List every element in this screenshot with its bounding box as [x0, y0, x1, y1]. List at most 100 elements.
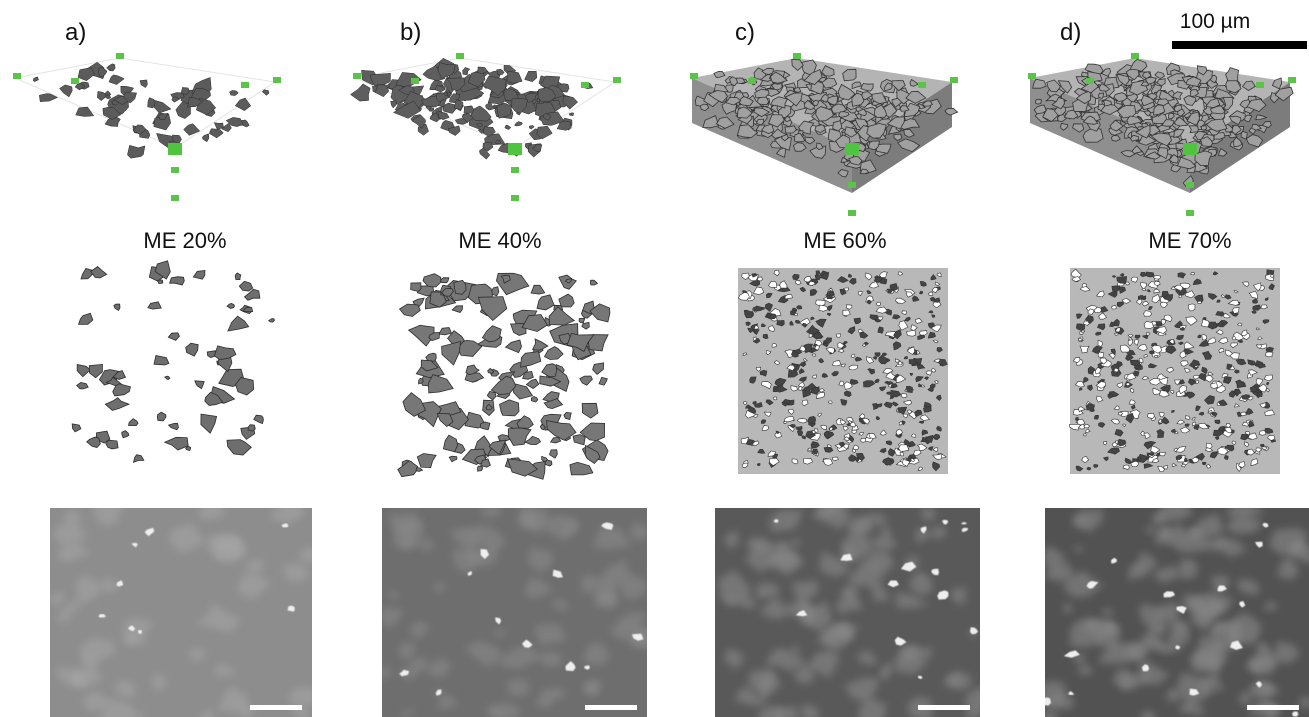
pore: [1081, 330, 1084, 332]
particle: [60, 85, 73, 97]
particle: [417, 454, 436, 468]
axis-marker: [1183, 143, 1197, 155]
axis-marker: [411, 78, 419, 84]
pore: [1156, 453, 1160, 456]
pore: [773, 397, 777, 400]
particle: [230, 90, 239, 95]
particle: [452, 306, 462, 313]
particle: [248, 425, 255, 431]
scale-bar: [1172, 41, 1307, 49]
particle: [181, 87, 189, 94]
pore: [1202, 462, 1206, 465]
pore: [795, 320, 800, 323]
particle: [428, 375, 453, 393]
pore: [932, 315, 935, 318]
axis-marker: [1028, 73, 1036, 79]
sem-content: [47, 498, 328, 717]
top-view-fill: [1070, 268, 1280, 474]
particle: [1098, 93, 1103, 98]
particle: [599, 377, 607, 385]
pore: [1138, 295, 1144, 299]
particle: [1226, 68, 1239, 81]
axis-marker: [848, 182, 856, 188]
pore: [1144, 321, 1154, 328]
particle: [39, 94, 57, 102]
panel: d) ME 70%: [1028, 19, 1309, 717]
particle: [525, 436, 541, 444]
particle: [423, 274, 441, 287]
pore: [1094, 415, 1098, 419]
pore: [1191, 272, 1195, 275]
particle: [186, 343, 199, 356]
axis-marker: [793, 53, 801, 59]
pore: [878, 327, 883, 334]
pore: [1224, 455, 1228, 459]
particle: [497, 69, 505, 74]
pore: [1079, 388, 1082, 391]
particle: [439, 328, 452, 335]
axis-marker: [71, 78, 79, 84]
particle: [531, 396, 537, 402]
pore: [907, 410, 911, 414]
pore: [923, 407, 931, 413]
panel-label: d): [1060, 19, 1081, 46]
particle: [550, 450, 558, 458]
panel-caption: ME 70%: [1148, 228, 1231, 253]
top-view: [1070, 268, 1281, 474]
particle: [209, 129, 223, 138]
pore: [794, 313, 797, 315]
particle: [77, 365, 90, 377]
particle: [580, 376, 593, 385]
axis-marker: [171, 167, 179, 173]
pore: [1266, 347, 1273, 352]
particle: [129, 419, 138, 426]
particle: [454, 280, 466, 294]
particle: [169, 423, 179, 430]
panel-label: b): [400, 19, 421, 46]
particle: [1201, 126, 1206, 130]
particle: [563, 96, 578, 109]
particle: [564, 412, 571, 419]
axis-marker: [613, 77, 621, 83]
pore: [1156, 321, 1162, 326]
pore: [1202, 335, 1207, 340]
pore: [1123, 424, 1126, 427]
particle: [443, 435, 457, 452]
pore: [887, 392, 891, 395]
axis-marker: [1131, 53, 1139, 59]
pore: [910, 373, 913, 375]
particle: [195, 381, 204, 389]
pore: [1146, 272, 1154, 277]
particle: [573, 435, 585, 445]
pore: [920, 291, 923, 294]
particle: [107, 64, 116, 71]
pore: [844, 391, 851, 397]
particle: [122, 431, 129, 438]
particle: [533, 339, 548, 350]
pore: [772, 343, 777, 347]
particle: [72, 424, 81, 432]
pore: [1137, 457, 1140, 460]
panel-label: c): [735, 19, 755, 46]
axis-marker: [1186, 182, 1194, 188]
particle: [551, 437, 561, 443]
pore: [1198, 335, 1201, 338]
particle: [228, 316, 249, 331]
pore: [1184, 458, 1187, 461]
pore: [1164, 466, 1168, 470]
pore: [793, 274, 800, 279]
pore: [1179, 295, 1182, 298]
volume-view: [351, 53, 622, 201]
axis-marker: [748, 78, 756, 84]
particle: [593, 363, 604, 375]
pore: [1098, 352, 1104, 358]
particle: [582, 322, 590, 329]
particle: [87, 437, 101, 447]
particle: [239, 281, 252, 291]
particle: [529, 126, 534, 130]
particle: [165, 376, 170, 379]
particle: [254, 415, 264, 423]
particle: [114, 304, 120, 310]
particle: [79, 313, 93, 324]
sem-image: [47, 498, 328, 717]
